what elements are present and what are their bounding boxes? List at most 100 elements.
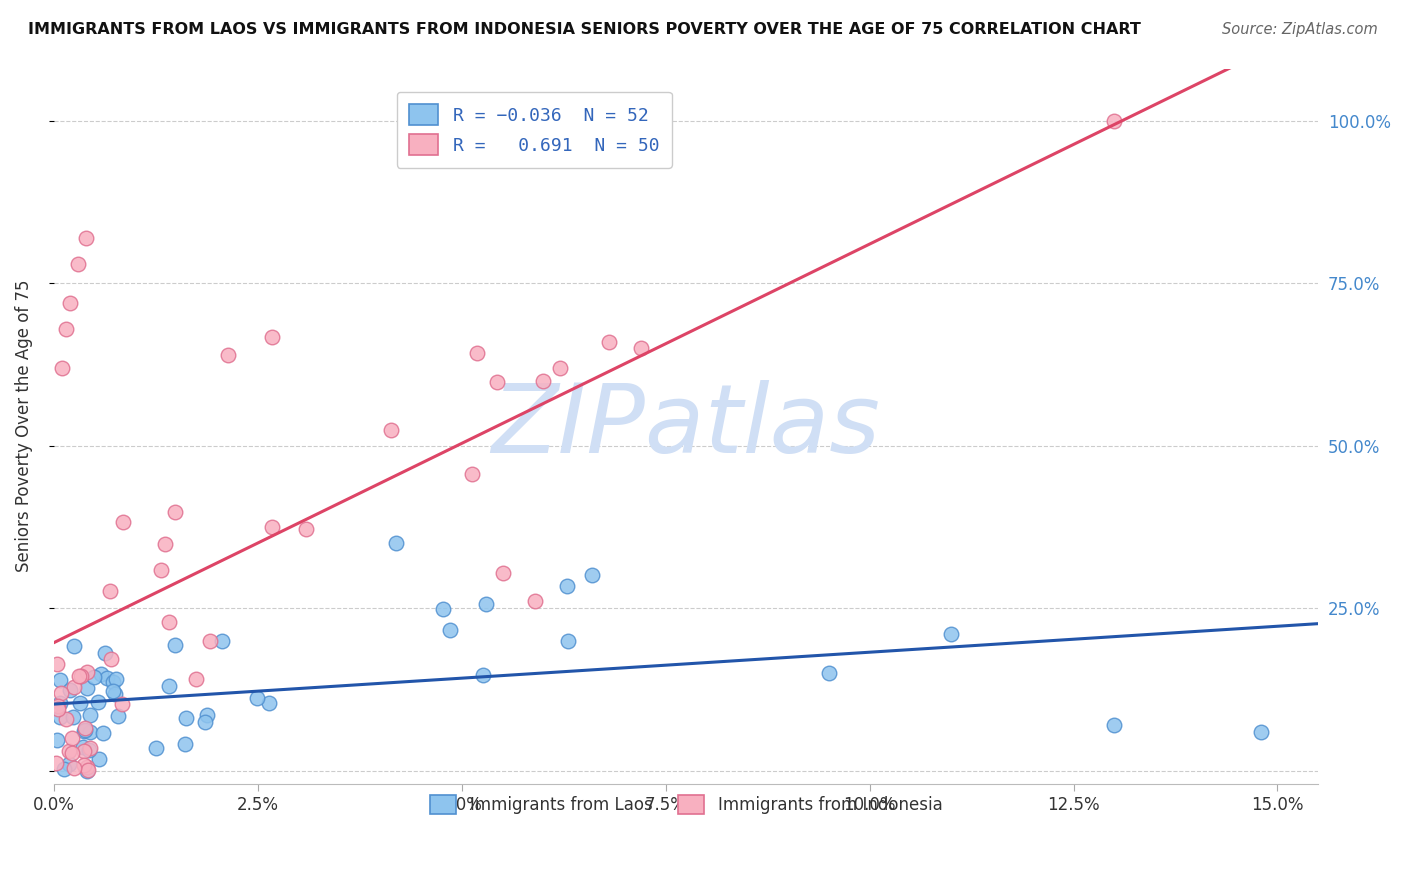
Point (76, 763, 98, 777)
Point (211, 634, 233, 648)
Point (548, 360, 571, 375)
Point (46, 733, 69, 747)
Point (174, 711, 197, 725)
Point (598, 334, 620, 349)
Point (62, 761, 84, 775)
Point (73, 758, 96, 772)
Point (107, 708, 129, 723)
Point (46, 699, 69, 714)
Point (195, 707, 218, 722)
Point (79, 724, 101, 739)
Point (817, 666, 839, 681)
Point (55, 321, 77, 335)
Point (67, 256, 90, 270)
Point (79, 708, 101, 723)
Point (72, 744, 94, 758)
Point (165, 505, 187, 519)
Point (145, 741, 167, 756)
Point (46, 702, 69, 716)
Point (492, 566, 515, 580)
Point (76, 665, 98, 679)
Point (73, 723, 96, 738)
Point (1104, 113, 1126, 128)
Y-axis label: Seniors Poverty Over the Age of 75: Seniors Poverty Over the Age of 75 (15, 280, 32, 573)
Point (46, 657, 69, 672)
Point (262, 330, 284, 344)
Point (87, 695, 110, 709)
Point (485, 376, 508, 390)
Point (104, 673, 127, 687)
Point (79, 740, 101, 755)
Point (48, 673, 70, 688)
Point (91, 725, 114, 739)
Point (98, 583, 121, 598)
Point (49, 696, 72, 710)
Point (59, 682, 82, 697)
Point (465, 346, 488, 360)
Point (58, 744, 80, 758)
Point (75, 230, 97, 244)
Point (472, 668, 495, 682)
Point (104, 687, 127, 701)
Point (149, 563, 172, 577)
Text: ZIPatlas: ZIPatlas (492, 380, 880, 473)
Point (941, 627, 963, 641)
Point (76, 681, 98, 696)
Point (51, 360, 73, 375)
Point (103, 674, 125, 689)
Point (70, 669, 93, 683)
Point (100, 651, 122, 665)
Point (90, 667, 112, 681)
Point (461, 467, 484, 481)
Point (153, 537, 176, 551)
Point (259, 696, 281, 710)
Point (72, 740, 94, 755)
Point (262, 520, 284, 534)
Point (52, 762, 75, 776)
Point (295, 522, 318, 536)
Point (76, 764, 98, 778)
Point (103, 683, 125, 698)
Point (385, 536, 408, 550)
Point (75, 722, 97, 736)
Point (55, 712, 77, 726)
Point (157, 615, 180, 630)
Point (59, 295, 82, 310)
Point (531, 374, 554, 388)
Point (60, 746, 83, 760)
Point (49, 710, 72, 724)
Point (69, 696, 91, 710)
Point (475, 597, 498, 611)
Point (76, 759, 98, 773)
Point (45, 756, 67, 771)
Legend: Immigrants from Laos, Immigrants from Indonesia: Immigrants from Laos, Immigrants from In… (418, 783, 955, 825)
Point (67, 669, 90, 683)
Point (165, 638, 187, 652)
Point (557, 633, 579, 648)
Point (439, 624, 461, 638)
Point (62, 640, 84, 654)
Text: IMMIGRANTS FROM LAOS VS IMMIGRANTS FROM INDONESIA SENIORS POVERTY OVER THE AGE O: IMMIGRANTS FROM LAOS VS IMMIGRANTS FROM … (28, 22, 1142, 37)
Point (111, 697, 134, 711)
Point (524, 594, 547, 608)
Point (157, 679, 180, 693)
Point (581, 568, 603, 582)
Point (96, 672, 118, 686)
Point (62, 710, 84, 724)
Point (63, 680, 86, 694)
Point (173, 737, 195, 751)
Text: Source: ZipAtlas.com: Source: ZipAtlas.com (1222, 22, 1378, 37)
Point (83, 670, 105, 684)
Point (58, 756, 80, 771)
Point (246, 690, 269, 705)
Point (94, 646, 117, 660)
Point (380, 423, 402, 437)
Point (194, 714, 217, 729)
Point (217, 348, 239, 362)
Point (75, 723, 97, 737)
Point (87, 752, 110, 766)
Point (1104, 718, 1126, 732)
Point (198, 634, 221, 648)
Point (1250, 724, 1272, 739)
Point (630, 341, 652, 355)
